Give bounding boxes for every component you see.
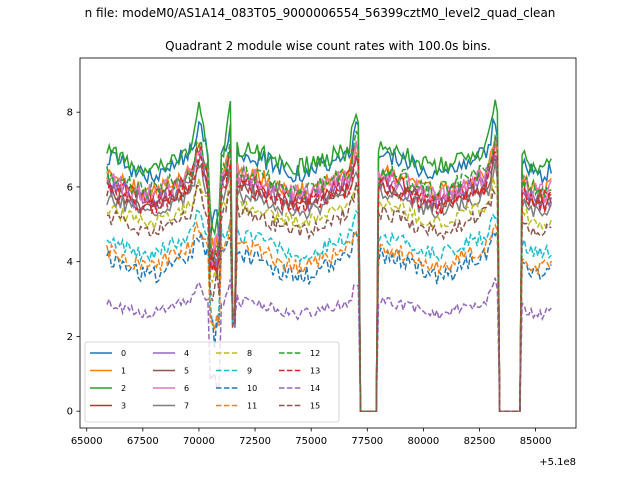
y-tick-label: 0 <box>67 407 73 418</box>
legend-box <box>84 341 340 423</box>
series-line-13 <box>106 150 552 412</box>
figure-supertitle: n file: modeM0/AS1A14_083T05_9000006554_… <box>85 6 556 20</box>
legend-label-12: 12 <box>310 349 320 358</box>
x-tick-label: 70000 <box>183 436 215 447</box>
legend-label-0: 0 <box>121 349 126 358</box>
legend-label-14: 14 <box>310 384 320 393</box>
legend-label-5: 5 <box>184 367 189 376</box>
y-tick-label: 4 <box>67 257 73 268</box>
y-tick-label: 8 <box>67 108 73 119</box>
x-offset-label: +5.1e8 <box>539 457 576 468</box>
x-tick-label: 82500 <box>464 436 496 447</box>
x-tick-label: 67500 <box>127 436 159 447</box>
x-tick-label: 77500 <box>351 436 383 447</box>
series-line-11 <box>106 218 552 412</box>
legend-label-2: 2 <box>121 384 126 393</box>
legend-label-6: 6 <box>184 384 189 393</box>
legend-label-10: 10 <box>247 384 257 393</box>
series-layer <box>106 99 553 412</box>
legend-label-9: 9 <box>247 367 252 376</box>
legend-label-11: 11 <box>247 402 257 411</box>
legend-label-15: 15 <box>310 402 320 411</box>
series-line-10 <box>106 229 552 412</box>
series-line-0 <box>106 116 553 412</box>
series-line-8 <box>106 176 553 412</box>
ticks-layer: 65000 67500 70000 72500 75000 77500 80000 82500… <box>67 108 552 447</box>
series-line-12 <box>106 130 552 412</box>
x-tick-label: 80000 <box>407 436 439 447</box>
legend-label-13: 13 <box>310 367 320 376</box>
legend-label-3: 3 <box>121 402 126 411</box>
y-tick-label: 6 <box>67 182 73 193</box>
x-tick-label: 85000 <box>520 436 552 447</box>
x-tick-label: 65000 <box>71 436 103 447</box>
series-line-6 <box>106 139 552 412</box>
legend-label-7: 7 <box>184 402 189 411</box>
y-tick-label: 2 <box>67 332 73 343</box>
legend-label-1: 1 <box>121 367 126 376</box>
series-line-15 <box>106 182 552 412</box>
series-line-14 <box>106 277 552 412</box>
legend-label-8: 8 <box>247 349 252 358</box>
series-line-2 <box>106 99 552 412</box>
x-tick-label: 72500 <box>239 436 271 447</box>
x-tick-label: 75000 <box>295 436 327 447</box>
series-line-9 <box>106 209 552 412</box>
chart-title: Quadrant 2 module wise count rates with … <box>165 39 491 53</box>
plot-frame <box>79 57 577 429</box>
legend-label-4: 4 <box>184 349 189 358</box>
